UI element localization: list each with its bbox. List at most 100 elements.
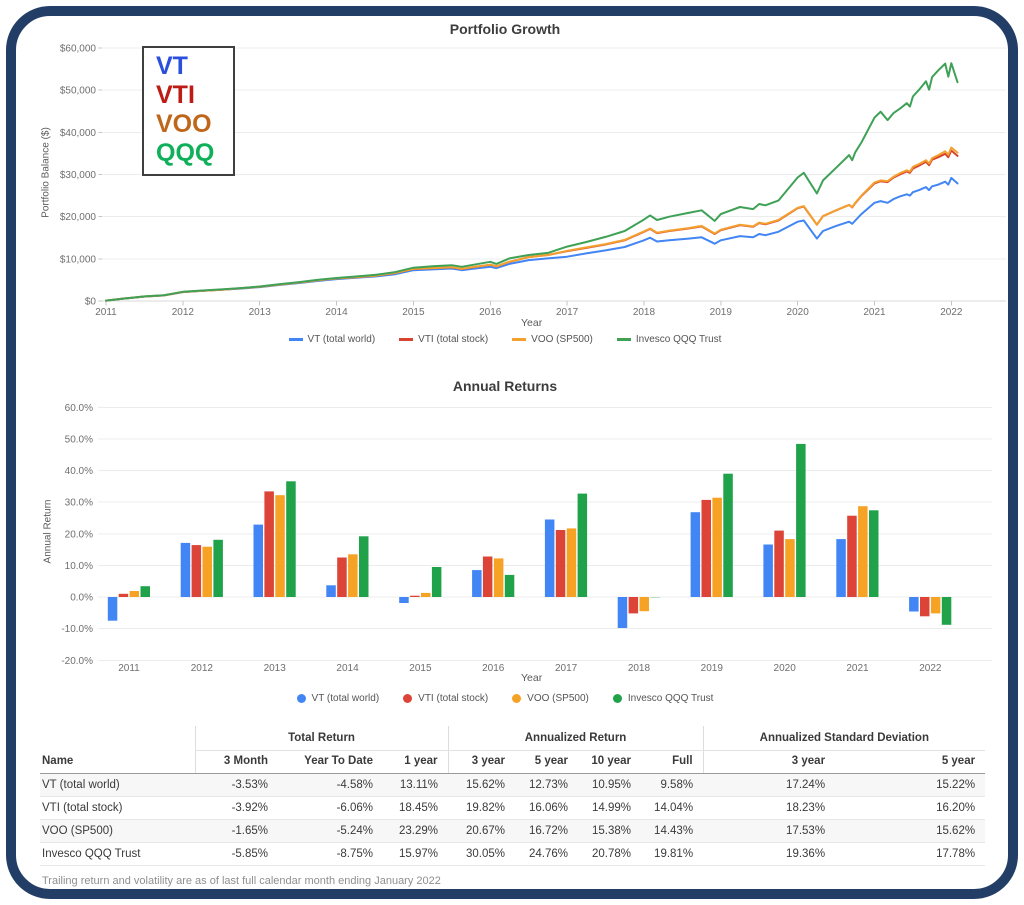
svg-text:2015: 2015 [409, 663, 432, 674]
table-cell: 18.45% [383, 796, 449, 820]
svg-text:50.0%: 50.0% [65, 434, 93, 445]
legend-item-VT: VT (total world) [288, 334, 375, 345]
legend-label: Invesco QQQ Trust [635, 334, 722, 345]
column-header: 3 year [702, 750, 836, 774]
table-cell: 17.53% [703, 819, 836, 843]
legend-item-VTI: VTI (total stock) [399, 334, 488, 345]
group-header: Annualized Return [447, 726, 704, 751]
empty-header-cell [40, 726, 195, 751]
svg-text:2020: 2020 [774, 663, 797, 674]
svg-text:$50,000: $50,000 [60, 86, 97, 97]
group-header: Total Return [194, 726, 449, 751]
returns-xaxis-title: Year [521, 672, 543, 684]
svg-text:-20.0%: -20.0% [61, 656, 93, 667]
growth-yaxis-title: Portfolio Balance ($) [41, 73, 52, 273]
legend-item-VOO: VOO (SP500) [512, 693, 589, 704]
table-cell: -5.85% [195, 842, 278, 866]
legend-item-QQQ: Invesco QQQ Trust [612, 693, 714, 704]
ticker-label-QQQ: QQQ [156, 139, 215, 167]
fund-name-cell: VOO (SP500) [40, 819, 195, 843]
table-cell: 20.78% [578, 842, 642, 866]
svg-text:2013: 2013 [249, 307, 272, 318]
svg-text:60.0%: 60.0% [65, 403, 93, 414]
svg-text:2013: 2013 [264, 663, 287, 674]
svg-text:2022: 2022 [940, 307, 963, 318]
table-cell: 19.36% [703, 842, 836, 866]
svg-text:2018: 2018 [633, 307, 656, 318]
svg-text:$40,000: $40,000 [60, 128, 97, 139]
legend-label: Invesco QQQ Trust [627, 693, 714, 704]
table-cell: 18.23% [703, 796, 836, 820]
column-header: Full [641, 750, 704, 774]
column-header: 3 Month [194, 750, 278, 774]
table-cell: 13.11% [383, 773, 449, 797]
svg-text:2021: 2021 [863, 307, 886, 318]
stats-table: Total Return Annualized Return Annualized … [40, 726, 986, 866]
legend-dot-swatch [403, 694, 413, 703]
table-cell: 14.99% [578, 796, 642, 820]
svg-text:$10,000: $10,000 [60, 254, 97, 265]
table-cell: 15.62% [835, 819, 986, 843]
svg-text:2019: 2019 [710, 307, 733, 318]
legend-item-VTI: VTI (total stock) [403, 693, 488, 704]
svg-text:$0: $0 [85, 297, 97, 308]
table-cell: -3.53% [195, 773, 278, 797]
table-cell: 15.22% [835, 773, 986, 797]
svg-text:2014: 2014 [336, 663, 359, 674]
table-cell: 14.43% [641, 819, 704, 843]
table-cell: -5.24% [278, 819, 383, 843]
fund-name-cell: Invesco QQQ Trust [40, 842, 195, 866]
legend-line-swatch [288, 338, 303, 341]
returns-legend: VT (total world) VTI (total stock) VOO (SP… [0, 693, 1010, 704]
svg-text:30.0%: 30.0% [65, 498, 93, 509]
table-cell: 16.20% [835, 796, 986, 820]
table-cell: 15.38% [578, 819, 642, 843]
legend-dot-swatch [296, 694, 306, 703]
returns-yaxis-title-text: Annual Return [42, 499, 54, 564]
table-cell: 17.78% [835, 842, 986, 866]
column-header: 5 year [835, 750, 986, 774]
svg-text:$60,000: $60,000 [60, 43, 97, 54]
table-cell: 19.81% [641, 842, 704, 866]
table-row: VOO (SP500) -1.65% -5.24% 23.29% 20.67% 16.72… [40, 819, 986, 843]
svg-text:2016: 2016 [479, 307, 502, 318]
table-cell: -4.58% [278, 773, 383, 797]
table-cell: 30.05% [448, 842, 516, 866]
svg-text:2011: 2011 [118, 663, 140, 674]
svg-text:2021: 2021 [846, 663, 869, 674]
table-cell: 12.73% [515, 773, 579, 797]
fund-name-cell: VTI (total stock) [40, 796, 195, 820]
growth-yaxis-title-text: Portfolio Balance ($) [40, 127, 52, 218]
table-cell: 9.58% [641, 773, 704, 797]
table-row: Invesco QQQ Trust -5.85% -8.75% 15.97% 30.05… [40, 842, 986, 866]
legend-dot-swatch [612, 694, 622, 703]
table-cell: 15.62% [448, 773, 516, 797]
table-cell: -8.75% [278, 842, 383, 866]
legend-line-swatch [512, 338, 527, 341]
stats-table-container: Total Return Annualized Return Annualized … [40, 726, 986, 887]
table-column-header-row: Name 3 Month Year To Date 1 year 3 year 5 yea… [40, 750, 986, 774]
legend-label: VT (total world) [311, 693, 380, 704]
svg-text:2017: 2017 [555, 663, 578, 674]
ticker-label-VOO: VOO [156, 110, 212, 138]
table-cell: 10.95% [578, 773, 642, 797]
table-cell: 20.67% [448, 819, 516, 843]
svg-text:10.0%: 10.0% [65, 561, 93, 572]
returns-yaxis-title: Annual Return [43, 432, 54, 632]
legend-label: VOO (SP500) [531, 334, 593, 345]
svg-text:2012: 2012 [172, 307, 195, 318]
legend-line-swatch [399, 338, 414, 341]
portfolio-growth-title: Portfolio Growth [449, 21, 561, 37]
table-cell: 19.82% [448, 796, 516, 820]
column-header: 5 year [515, 750, 579, 774]
ticker-label-VTI: VTI [156, 81, 195, 109]
svg-text:2014: 2014 [325, 307, 348, 318]
table-cell: 16.06% [515, 796, 579, 820]
svg-text:$30,000: $30,000 [60, 170, 97, 181]
svg-text:$20,000: $20,000 [60, 212, 97, 223]
ticker-legend-box: VT VTI VOO QQQ [142, 46, 235, 176]
legend-item-VOO: VOO (SP500) [512, 334, 593, 345]
name-column-header: Name [40, 750, 195, 774]
svg-text:2012: 2012 [191, 663, 214, 674]
